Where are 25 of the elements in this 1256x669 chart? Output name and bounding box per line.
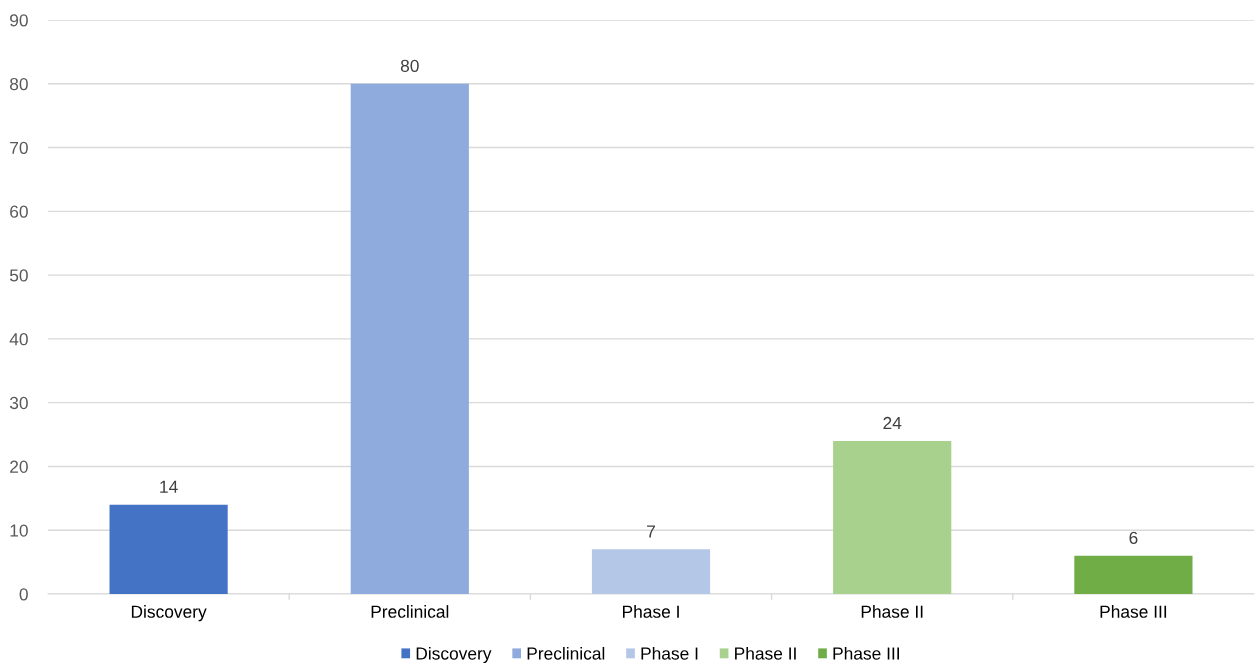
data-label: 7 [647,525,655,538]
legend-label: Phase I [641,646,698,660]
x-tick-label: Preclinical [371,605,449,618]
y-tick-label: 10 [10,524,28,537]
data-label: 80 [400,59,419,73]
y-tick-label: 40 [9,333,28,346]
legend-label: Discovery [416,646,492,664]
data-label: 14 [160,480,178,493]
legend-label: Preclinical [527,646,605,660]
x-tick-label: Phase II [861,605,923,618]
y-tick-label: 0 [19,588,28,601]
legend-label: Phase III [833,646,899,660]
data-label: 6 [1129,531,1138,544]
y-tick-label: 60 [10,205,28,218]
x-tick-label: Phase III [1100,605,1167,618]
x-tick-label: Phase I [622,605,679,618]
y-tick-label: 70 [10,141,28,155]
x-tick-label: Discovery [131,605,207,622]
data-label: 24 [883,416,902,429]
y-tick-label: 90 [10,14,28,27]
legend-label: Phase II [735,646,796,660]
y-tick-label: 20 [10,460,28,473]
y-tick-label: 50 [9,269,28,282]
y-tick-label: 30 [9,396,28,410]
y-tick-label: 80 [10,77,28,91]
